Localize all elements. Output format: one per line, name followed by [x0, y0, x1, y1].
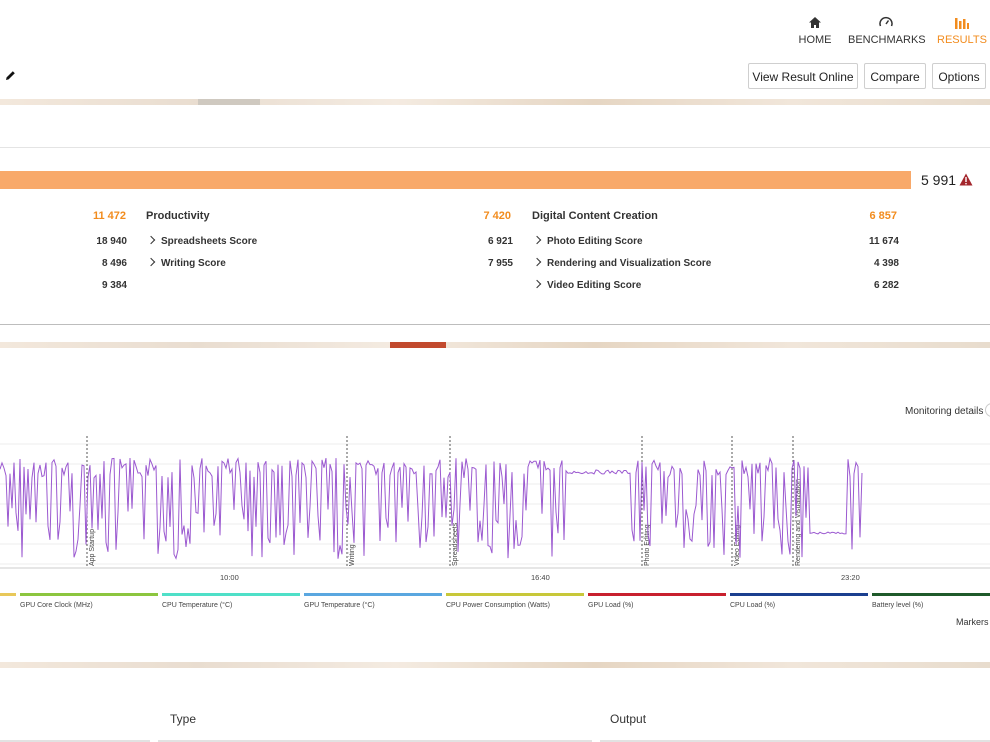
spreadsheets-score-value: 6 921	[487, 236, 513, 247]
output-column-header: Output	[610, 712, 647, 726]
overall-score-bar	[0, 171, 911, 189]
spreadsheets-score-label: Spreadsheets Score	[161, 236, 258, 247]
legend-gpu-core-clock[interactable]: GPU Core Clock (MHz)	[20, 593, 158, 609]
productivity-score: 7 420	[483, 210, 511, 222]
chevron-right-icon	[532, 235, 542, 245]
rendering-score-row[interactable]: Rendering and Visualization Score	[532, 257, 712, 269]
legend-battery-level[interactable]: Battery level (%)	[872, 593, 990, 609]
bar-chart-icon	[955, 18, 969, 29]
pencil-icon[interactable]	[4, 69, 17, 82]
spreadsheets-score-row[interactable]: Spreadsheets Score	[146, 235, 258, 247]
legend-label: CPU Temperature (°C)	[162, 602, 233, 609]
chevron-right-icon	[146, 235, 156, 245]
legend-label: GPU Load (%)	[588, 602, 634, 609]
table-header-rule	[0, 740, 150, 742]
legend-cpu-temperature[interactable]: CPU Temperature (°C)	[162, 593, 300, 609]
warning-triangle-icon[interactable]	[959, 173, 973, 186]
video-editing-score-label: Video Editing Score	[547, 280, 642, 291]
nav-results-label: RESULTS	[937, 34, 987, 46]
section-divider	[0, 147, 990, 148]
table-header-rule	[600, 740, 990, 742]
nav-home[interactable]: HOME	[797, 14, 833, 46]
view-result-online-button[interactable]: View Result Online	[748, 63, 858, 89]
banner-strip	[0, 99, 990, 105]
writing-score-label: Writing Score	[161, 258, 226, 269]
chevron-right-icon	[146, 257, 156, 267]
essentials-sub-value: 8 496	[101, 258, 127, 269]
section-divider	[0, 324, 990, 325]
legend-label: CPU Power Consumption (Watts)	[446, 602, 550, 609]
essentials-score: 11 472	[92, 210, 126, 222]
photo-editing-score-row[interactable]: Photo Editing Score	[532, 235, 643, 247]
video-editing-score-row[interactable]: Video Editing Score	[532, 279, 642, 291]
legend-label: GPU Temperature (°C)	[304, 602, 375, 609]
home-icon	[809, 17, 821, 28]
marker-label: Spreadsheets	[452, 522, 459, 566]
nav-benchmarks-label: BENCHMARKS	[848, 34, 926, 46]
photo-editing-score-label: Photo Editing Score	[547, 236, 643, 247]
legend-label: Battery level (%)	[872, 602, 924, 609]
markers-label[interactable]: Markers	[956, 617, 989, 627]
banner-strip	[0, 662, 990, 668]
legend-gpu-temperature[interactable]: GPU Temperature (°C)	[304, 593, 442, 609]
legend-cpu-power[interactable]: CPU Power Consumption (Watts)	[446, 593, 584, 609]
chevron-right-icon	[532, 257, 542, 267]
rendering-score-value: 4 398	[873, 258, 899, 269]
monitoring-details-toggle[interactable]	[985, 403, 990, 417]
legend-swatch	[588, 593, 726, 596]
time-tick: 23:20	[841, 573, 860, 582]
legend-label: CPU Load (%)	[730, 602, 776, 609]
essentials-sub-value: 9 384	[101, 280, 127, 291]
nav-benchmarks[interactable]: BENCHMARKS	[848, 14, 926, 46]
banner-strip	[0, 342, 990, 348]
legend-cpu-load[interactable]: CPU Load (%)	[730, 593, 868, 609]
marker-label: Rendering and Visualization	[795, 479, 802, 566]
legend-gpu-load[interactable]: GPU Load (%)	[588, 593, 726, 609]
compare-button[interactable]: Compare	[864, 63, 926, 89]
legend-label: GPU Core Clock (MHz)	[20, 602, 93, 609]
gauge-icon	[879, 16, 893, 27]
options-button[interactable]: Options	[932, 63, 986, 89]
marker-label: Photo Editing	[644, 524, 651, 566]
video-editing-score-value: 6 282	[873, 280, 899, 291]
legend-swatch	[162, 593, 300, 596]
photo-editing-score-value: 11 674	[868, 236, 899, 247]
marker-label: App Startup	[89, 529, 96, 566]
time-tick: 16:40	[531, 573, 550, 582]
banner-strip-detail	[390, 342, 446, 348]
essentials-sub-value: 18 940	[96, 236, 127, 247]
legend-swatch	[20, 593, 158, 596]
dcc-score: 6 857	[869, 210, 897, 222]
table-header-rule	[158, 740, 592, 742]
legend-item-partial	[0, 593, 16, 596]
legend-swatch	[304, 593, 442, 596]
monitoring-details-label[interactable]: Monitoring details	[905, 406, 984, 417]
legend-swatch	[446, 593, 584, 596]
rendering-score-label: Rendering and Visualization Score	[547, 258, 712, 269]
marker-label: Writing	[349, 544, 356, 566]
time-tick: 10:00	[220, 573, 239, 582]
legend-swatch	[730, 593, 868, 596]
writing-score-value: 7 955	[487, 258, 513, 269]
marker-label: Video Editing	[734, 525, 741, 566]
legend-swatch	[872, 593, 990, 596]
monitoring-chart: App Startup Writing Spreadsheets Photo Edit…	[0, 436, 990, 569]
overall-score: 5 991	[921, 172, 957, 188]
banner-strip-detail	[198, 99, 260, 105]
nav-home-label: HOME	[798, 34, 832, 46]
writing-score-row[interactable]: Writing Score	[146, 257, 226, 269]
type-column-header: Type	[170, 712, 197, 726]
dcc-title: Digital Content Creation	[532, 210, 658, 222]
productivity-title: Productivity	[146, 210, 210, 222]
nav-results[interactable]: RESULTS	[937, 14, 987, 46]
monitoring-trace	[0, 456, 863, 560]
chevron-right-icon	[532, 279, 542, 289]
